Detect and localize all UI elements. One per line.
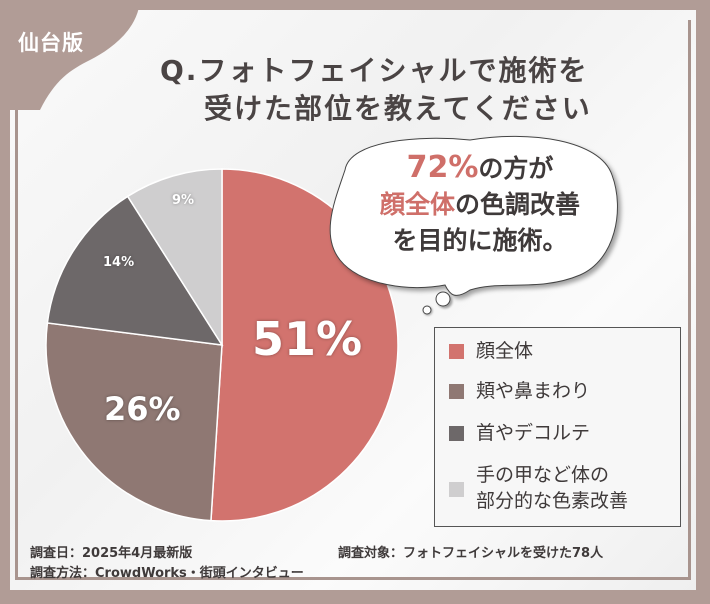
card-border: [15, 20, 691, 580]
pie-label-51: 51%: [252, 312, 363, 366]
title-line-2: 受けた部位を教えてください: [204, 92, 592, 125]
legend-label: 頬や鼻まわり: [476, 380, 591, 402]
footer-method: 調査方法：CrowdWorks・街頭インタビュー: [30, 566, 304, 581]
legend-label-2: 部分的な色素改善: [476, 490, 629, 512]
bubble-line3: を目的に施術。: [392, 226, 568, 255]
bubble-highlight: 顔全体: [379, 190, 455, 219]
legend-swatch: [449, 426, 464, 441]
legend-swatch: [449, 384, 464, 399]
footer-date: 調査日：2025年4月最新版: [30, 546, 193, 561]
footer-target: 調査対象：フォトフェイシャルを受けた78人: [338, 546, 604, 561]
legend-swatch: [449, 482, 464, 497]
legend-item: 頬や鼻まわり: [449, 378, 590, 404]
speech-bubble: [329, 135, 618, 315]
legend-label: 首やデコルテ: [476, 422, 591, 444]
legend-label: 手の甲など体の: [476, 464, 610, 486]
region-badge-shape: [0, 0, 140, 110]
legend-item: 首やデコルテ: [449, 420, 590, 446]
pie-slice-3: [46, 195, 224, 346]
pie-slice-2: [45, 322, 223, 522]
page-title: Q.フォトフェイシャルで施術を 受けた部位を教えてください: [160, 52, 592, 128]
pie-label-14: 14%: [103, 255, 135, 270]
pie-label-26: 26%: [104, 390, 181, 428]
legend-item: 顔全体: [449, 338, 533, 364]
bubble-line2: の色調改善: [455, 190, 581, 219]
region-badge: 仙台版: [18, 31, 84, 55]
title-line-1: Q.フォトフェイシャルで施術を: [160, 54, 589, 87]
legend: 顔全体 頬や鼻まわり 首やデコルテ 手の甲など体の 部分的な色素改善: [434, 327, 681, 527]
bubble-line1: の方が: [478, 154, 554, 183]
legend-label: 顔全体: [476, 340, 534, 362]
bubble-text: 72%の方が 顔全体の色調改善 を目的に施術。: [345, 150, 615, 259]
pie-label-9: 9%: [172, 193, 195, 208]
legend-item: 手の甲など体の 部分的な色素改善: [449, 462, 628, 514]
pie-slice-4: [126, 168, 223, 348]
legend-swatch: [449, 344, 464, 359]
bubble-percent: 72%: [406, 150, 479, 185]
